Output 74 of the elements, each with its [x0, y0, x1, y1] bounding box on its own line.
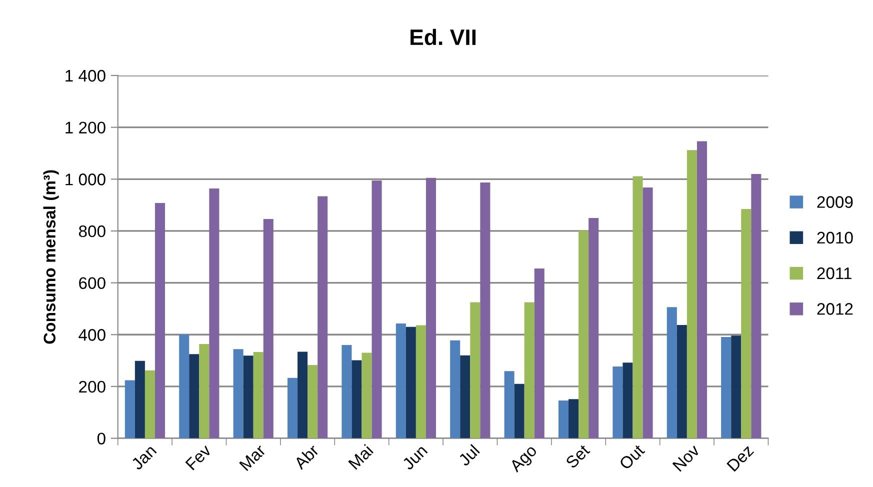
bar [233, 349, 244, 438]
bar [676, 325, 687, 438]
bar [287, 378, 298, 438]
bar [751, 174, 762, 438]
bar [308, 364, 318, 438]
bar [396, 323, 406, 438]
bar [406, 326, 416, 438]
legend-label: 2009 [817, 196, 853, 208]
bar [209, 188, 220, 438]
x-tick-label: Out [618, 444, 646, 470]
bar [124, 380, 135, 438]
bar [372, 180, 382, 438]
legend-label: 2012 [817, 303, 853, 315]
x-tick-label: Jun [402, 444, 428, 471]
bar [362, 352, 372, 438]
y-tick-label: 1 000 [66, 174, 106, 186]
x-tick-label: Jul [457, 444, 480, 467]
x-tick-label: Jan [130, 444, 157, 471]
y-tick-label: 1 200 [66, 122, 106, 134]
bar [154, 202, 166, 438]
y-axis-title: Consumo mensal (m³) [43, 170, 59, 344]
bar [696, 141, 707, 438]
bar [342, 345, 352, 438]
bar [426, 178, 436, 438]
bar [416, 325, 426, 438]
bar [686, 150, 697, 438]
bar [189, 354, 200, 438]
bar [134, 360, 145, 438]
x-tick-label: Abr [292, 443, 320, 470]
bar [666, 307, 677, 438]
legend-label: 2011 [817, 267, 852, 280]
bar [243, 356, 254, 438]
x-tick-label: Set [565, 444, 590, 469]
bar [642, 187, 653, 438]
legend-label: 2010 [817, 232, 853, 244]
x-tick-label: Dez [726, 444, 754, 472]
bar [470, 302, 480, 438]
bar [144, 370, 155, 438]
y-tick-label: 400 [78, 329, 106, 341]
y-tick-label: 200 [79, 380, 106, 393]
bar [524, 302, 534, 438]
bar [179, 334, 190, 438]
y-tick-label: 600 [79, 277, 106, 290]
bar [504, 371, 514, 438]
bar [721, 336, 732, 438]
bar [460, 355, 470, 438]
bar [514, 384, 524, 438]
bar [558, 400, 569, 438]
bar [450, 340, 460, 438]
bar [199, 344, 210, 438]
bar [622, 362, 633, 438]
bar [263, 219, 274, 438]
bar [298, 352, 308, 438]
bar [253, 352, 264, 438]
bar [741, 208, 752, 438]
x-tick-label: Mar [239, 444, 266, 472]
x-tick-label: Nov [672, 444, 701, 472]
bar [588, 218, 599, 438]
chart-title: Ed. VII [410, 28, 476, 46]
bar [318, 196, 328, 438]
bar [480, 182, 490, 438]
bar [534, 268, 544, 438]
bar [612, 366, 623, 438]
x-tick-label: Ago [508, 444, 540, 476]
bar [352, 360, 362, 438]
bar [731, 336, 742, 438]
y-tick-label: 0 [97, 432, 106, 445]
bar [578, 230, 589, 438]
x-tick-label: Mai [348, 444, 374, 470]
y-tick-label: 800 [78, 225, 106, 238]
y-tick-label: 1 400 [66, 70, 106, 82]
bar [632, 176, 643, 438]
bar [568, 399, 579, 438]
x-tick-label: Fev [185, 444, 212, 470]
